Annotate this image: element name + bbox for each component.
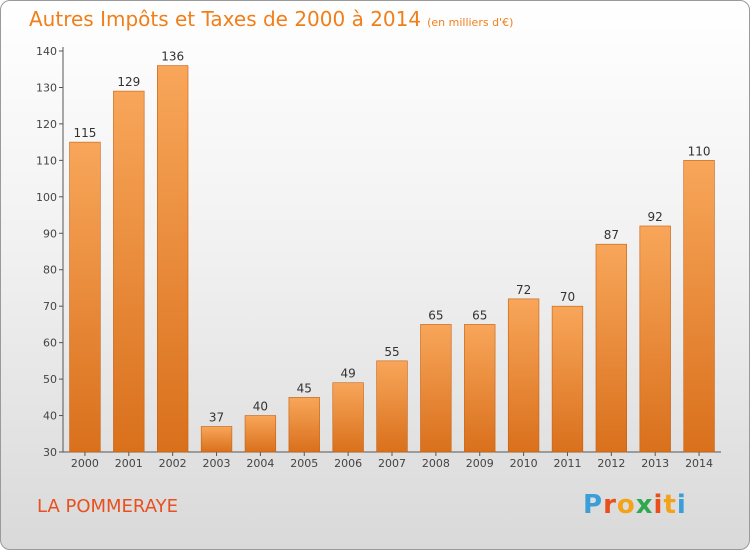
bar (200, 426, 233, 453)
bar-value-label: 136 (161, 50, 184, 64)
bar-value-label: 129 (117, 75, 140, 89)
x-tick-label: 2002 (159, 457, 187, 470)
x-tick-label: 2005 (290, 457, 318, 470)
bar (507, 298, 540, 453)
x-tick-label: 2000 (71, 457, 99, 470)
x-tick-label: 2010 (510, 457, 538, 470)
y-tick-label: 90 (43, 227, 57, 240)
x-tick-label: 2001 (115, 457, 143, 470)
x-tick-label: 2014 (685, 457, 713, 470)
y-tick-label: 100 (36, 191, 57, 204)
bar-value-label: 40 (253, 400, 268, 414)
y-tick-label: 40 (43, 410, 57, 423)
bar (551, 305, 584, 453)
bar (113, 90, 145, 453)
commune-name: LA POMMERAYE (37, 496, 178, 517)
bar (288, 397, 320, 453)
logo-letter: t (663, 490, 677, 520)
y-tick-label: 80 (43, 264, 57, 277)
bar (595, 243, 627, 453)
bar-value-label: 49 (340, 367, 355, 381)
bar (639, 225, 671, 453)
y-tick-label: 140 (36, 45, 57, 58)
y-tick-label: 130 (36, 81, 57, 94)
logo-letter: r (603, 490, 617, 520)
y-tick-label: 120 (36, 118, 57, 131)
bar (332, 382, 364, 453)
bar-value-label: 115 (73, 126, 96, 140)
bar-value-label: 87 (604, 228, 619, 242)
logo-letter: i (676, 490, 687, 520)
y-tick-label: 70 (43, 300, 57, 313)
bar (376, 360, 408, 453)
bar-value-label: 72 (516, 283, 531, 297)
y-tick-label: 110 (36, 154, 57, 167)
bar-value-label: 37 (209, 410, 224, 424)
bar-value-label: 92 (648, 210, 663, 224)
x-tick-label: 2008 (422, 457, 450, 470)
bar-value-label: 45 (297, 381, 312, 395)
x-tick-label: 2004 (246, 457, 274, 470)
bar (69, 141, 101, 453)
bar-value-label: 65 (428, 308, 443, 322)
y-tick-label: 60 (43, 337, 57, 350)
y-tick-label: 50 (43, 373, 57, 386)
chart-subtitle: (en milliers d'€) (427, 16, 514, 29)
chart-bars (69, 65, 715, 453)
bar (683, 160, 715, 453)
proxiti-logo: Proxiti (583, 490, 687, 520)
bar (420, 324, 452, 453)
bar-value-label: 70 (560, 290, 575, 304)
logo-letter: P (583, 490, 604, 520)
x-tick-label: 2011 (553, 457, 581, 470)
x-tick-label: 2012 (597, 457, 625, 470)
chart-data-labels: 115 129 136 37 40 45 49 55 65 65 72 70 87 92 110 (73, 50, 710, 425)
x-tick-label: 2003 (203, 457, 231, 470)
x-tick-label: 2009 (466, 457, 494, 470)
chart-axes: 30 40 50 60 70 80 90 100 110 120 130 140 2000 2001 200… (36, 45, 721, 470)
bar-value-label: 110 (688, 144, 711, 158)
chart-title: Autres Impôts et Taxes de 2000 à 2014 (en… (29, 7, 513, 31)
logo-letter: x (635, 490, 654, 520)
bar (244, 415, 277, 453)
chart-title-text: Autres Impôts et Taxes de 2000 à 2014 (29, 7, 422, 31)
x-tick-label: 2007 (378, 457, 406, 470)
x-tick-label: 2006 (334, 457, 362, 470)
bar-value-label: 55 (384, 345, 399, 359)
y-tick-label: 30 (43, 446, 57, 459)
bar (464, 324, 496, 453)
x-tick-label: 2013 (641, 457, 669, 470)
logo-letter: i (653, 490, 664, 520)
bar (157, 65, 189, 453)
logo-letter: o (616, 490, 636, 520)
bar-value-label: 65 (472, 308, 487, 322)
